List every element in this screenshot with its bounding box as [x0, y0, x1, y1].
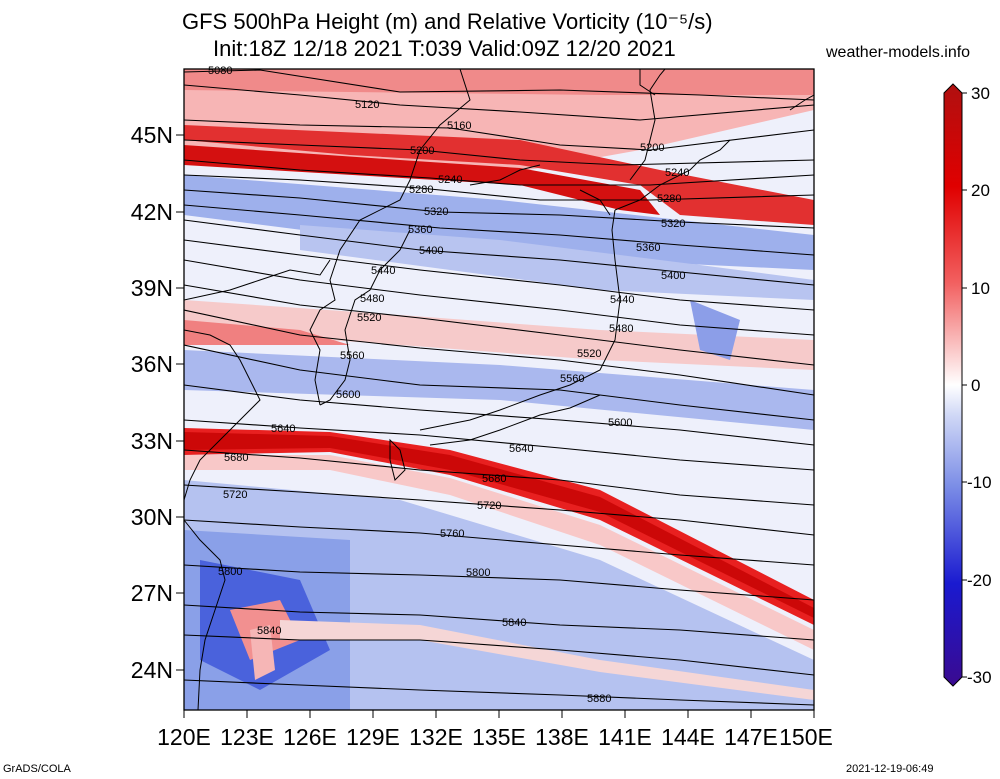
colorbar-label: 0 — [971, 376, 980, 395]
contour-label: 5520 — [357, 312, 381, 324]
footer-credit: GrADS/COLA — [3, 763, 71, 775]
contour-label: 5440 — [371, 265, 395, 277]
lon-labels: 120E 123E 126E 129E 132E 135E 138E 141E … — [157, 724, 833, 750]
vorticity-field — [184, 69, 814, 710]
contour-label: 5160 — [447, 120, 471, 132]
contour-label: 5280 — [657, 193, 681, 205]
lat-label: 45N — [131, 122, 173, 148]
contour-label: 5800 — [218, 566, 242, 578]
lat-label: 33N — [131, 428, 173, 454]
contour-label: 5680 — [482, 473, 506, 485]
lon-label: 126E — [283, 724, 337, 750]
contour-label: 5720 — [223, 489, 247, 501]
contour-label: 5800 — [466, 567, 490, 579]
contour-label: 5880 — [587, 693, 611, 705]
contour-label: 5560 — [340, 350, 364, 362]
colorbar-label: -10 — [967, 473, 992, 492]
contour-label: 5720 — [477, 500, 501, 512]
contour-label: 5480 — [360, 293, 384, 305]
contour-label: 5080 — [208, 65, 232, 77]
lon-label: 123E — [220, 724, 274, 750]
lat-label: 42N — [131, 199, 173, 225]
site-credit: weather-models.info — [826, 44, 971, 61]
lat-label: 24N — [131, 657, 173, 683]
contour-label: 5560 — [560, 373, 584, 385]
height-contours — [184, 69, 814, 706]
lon-label: 129E — [346, 724, 400, 750]
contour-label: 5520 — [577, 348, 601, 360]
lon-label: 138E — [535, 724, 589, 750]
lat-label: 36N — [131, 351, 173, 377]
colorbar: 30 20 10 0 -10 -20 -30 — [943, 83, 992, 687]
contour-label: 5320 — [661, 218, 685, 230]
contour-label: 5240 — [438, 174, 462, 186]
contour-label: 5760 — [440, 528, 464, 540]
contour-label: 5320 — [424, 206, 448, 218]
lon-label: 141E — [598, 724, 652, 750]
lat-label: 30N — [131, 504, 173, 530]
lat-label: 27N — [131, 580, 173, 606]
contour-label: 5600 — [336, 389, 360, 401]
lat-labels: 45N 42N 39N 36N 33N 30N 27N 24N — [131, 122, 173, 683]
chart-subtitle: Init:18Z 12/18 2021 T:039 Valid:09Z 12/2… — [213, 36, 676, 61]
lon-label: 135E — [472, 724, 526, 750]
colorbar-label: 30 — [971, 84, 990, 103]
contour-label: 5360 — [408, 224, 432, 236]
colorbar-scale — [943, 83, 963, 687]
contour-label: 5400 — [661, 270, 685, 282]
lon-label: 150E — [779, 724, 833, 750]
contour-label-group: 5080 5120 5160 5200 5200 5240 5240 5280 … — [208, 65, 689, 705]
contour-label: 5680 — [224, 452, 248, 464]
contour-label: 5840 — [257, 625, 281, 637]
contour-label: 5400 — [419, 245, 443, 257]
colorbar-label: 10 — [971, 279, 990, 298]
contour-label: 5200 — [640, 142, 664, 154]
lon-ticks — [183, 710, 815, 718]
colorbar-label: 20 — [971, 181, 990, 200]
lat-ticks — [176, 134, 184, 671]
contour-label: 5600 — [608, 417, 632, 429]
contour-label: 5240 — [665, 167, 689, 179]
contour-label: 5280 — [409, 184, 433, 196]
lon-label: 132E — [409, 724, 463, 750]
chart-title: GFS 500hPa Height (m) and Relative Vorti… — [182, 9, 713, 34]
contour-label: 5840 — [502, 617, 526, 629]
colorbar-label: -30 — [967, 668, 992, 687]
contour-label: 5480 — [609, 323, 633, 335]
lon-label: 120E — [157, 724, 211, 750]
footer-timestamp: 2021-12-19-06:49 — [846, 763, 934, 775]
colorbar-label: -20 — [967, 571, 992, 590]
lat-label: 39N — [131, 275, 173, 301]
lon-label: 147E — [724, 724, 778, 750]
contour-label: 5640 — [509, 443, 533, 455]
contour-label: 5120 — [355, 99, 379, 111]
contour-label: 5360 — [636, 242, 660, 254]
contour-label: 5440 — [610, 294, 634, 306]
lon-label: 144E — [661, 724, 715, 750]
contour-label: 5200 — [410, 145, 434, 157]
contour-label: 5640 — [271, 423, 295, 435]
